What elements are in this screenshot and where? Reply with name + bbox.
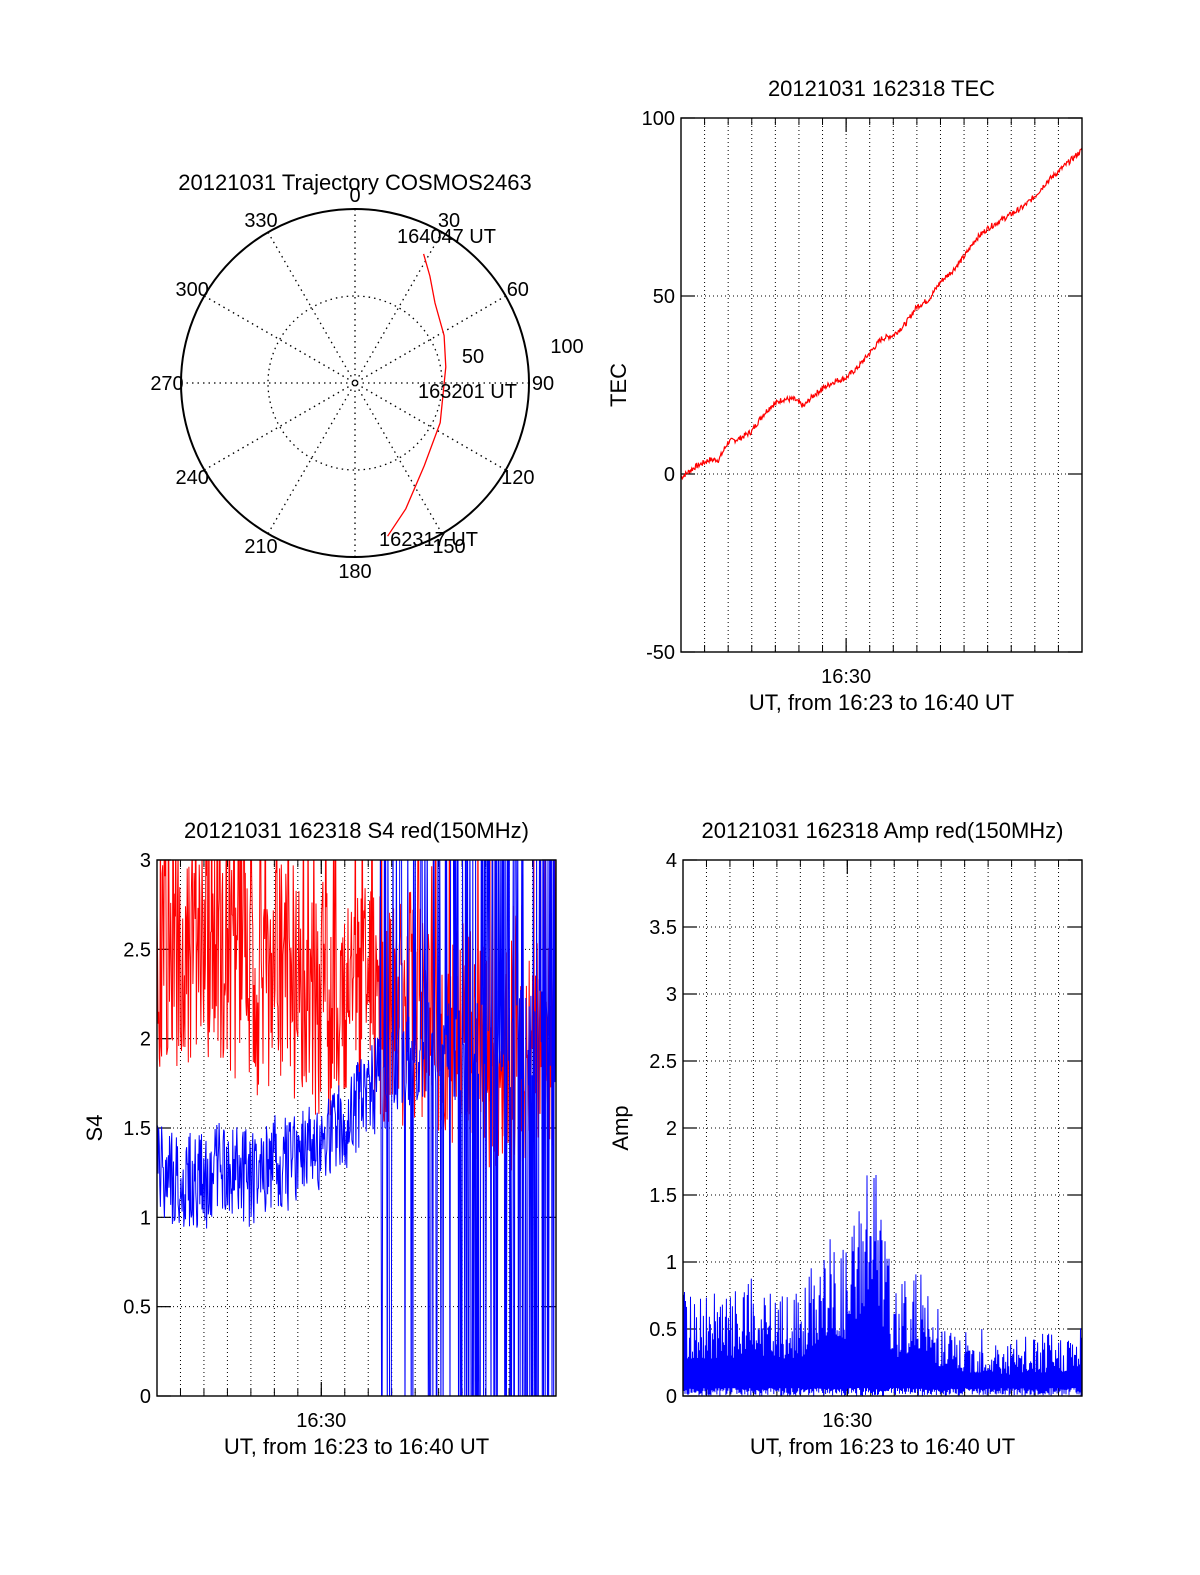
polar-radius-label: 50 <box>462 346 484 368</box>
y-tick-label: 1 <box>666 1252 677 1274</box>
polar-angle-label: 270 <box>150 373 183 395</box>
polar-title: 20121031 Trajectory COSMOS2463 <box>178 170 531 195</box>
y-axis-label: S4 <box>82 1115 107 1142</box>
amp-plot: 20121031 162318 Amp red(150MHz) 0 0.5 1 1.5 2… <box>608 818 1083 1459</box>
y-tick-label: 1 <box>140 1207 151 1229</box>
plot-frame <box>680 117 1083 653</box>
polar-spoke <box>267 231 443 535</box>
y-tick-label: 3.5 <box>649 917 677 939</box>
polar-angle-label: 180 <box>338 561 371 583</box>
polar-radius-labels: 50 100 <box>462 336 584 368</box>
polar-spoke <box>267 231 443 535</box>
polar-angle-labels: 0 30 60 90 120 150 180 210 240 270 300 330 <box>150 185 554 583</box>
plot-title: 20121031 162318 Amp red(150MHz) <box>701 818 1063 843</box>
y-tick-label: 100 <box>642 108 675 130</box>
y-tick-label: 0.5 <box>123 1297 151 1319</box>
amp-series-line <box>682 1174 1083 1397</box>
y-axis-label: TEC <box>606 363 631 407</box>
y-tick-label: 2.5 <box>649 1051 677 1073</box>
polar-angle-label: 120 <box>501 467 534 489</box>
s4-plot: 20121031 162318 S4 red(150MHz) 0 0.5 1 1.5 2 2… <box>82 818 557 1459</box>
polar-angle-label: 0 <box>349 185 360 207</box>
y-tick-label: 0.5 <box>649 1319 677 1341</box>
polar-grid <box>180 208 530 558</box>
x-tick-label: 16:30 <box>296 1410 346 1432</box>
polar-angle-label: 300 <box>175 279 208 301</box>
tec-series-line <box>680 147 1083 481</box>
y-tick-label: 0 <box>664 464 675 486</box>
polar-angle-label: 150 <box>432 536 465 558</box>
y-axis-label: Amp <box>608 1105 633 1150</box>
plot-frame <box>682 859 1083 1397</box>
y-tick-label: 2 <box>140 1029 151 1051</box>
polar-angle-label: 240 <box>175 467 208 489</box>
plot-title: 20121031 162318 S4 red(150MHz) <box>184 818 529 843</box>
polar-radius-label: 100 <box>550 336 583 358</box>
s4-red-series-line <box>157 860 556 1171</box>
trajectory-path <box>387 253 447 537</box>
polar-inner-ring <box>267 295 443 471</box>
y-tick-label: 0 <box>666 1386 677 1408</box>
x-tick-label: 16:30 <box>821 666 871 688</box>
x-tick-label: 16:30 <box>822 1410 872 1432</box>
y-tick-label: 3 <box>666 984 677 1006</box>
y-tick-label: 1.5 <box>123 1118 151 1140</box>
polar-angle-label: 330 <box>244 210 277 232</box>
x-axis-label: UT, from 16:23 to 16:40 UT <box>224 1434 489 1459</box>
x-axis-label: UT, from 16:23 to 16:40 UT <box>750 1434 1015 1459</box>
polar-angle-label: 210 <box>244 536 277 558</box>
polar-angle-label: 90 <box>532 373 554 395</box>
annotation-end-time: 164047 UT <box>397 226 496 248</box>
y-tick-label: 2.5 <box>123 939 151 961</box>
annotation-mid-time: 163201 UT <box>418 381 517 403</box>
y-tick-label: 1.5 <box>649 1185 677 1207</box>
y-tick-label: 3 <box>140 850 151 872</box>
polar-trajectory-plot: 20121031 Trajectory COSMOS2463 0 30 60 90 12… <box>150 170 583 583</box>
y-tick-label: 0 <box>140 1386 151 1408</box>
y-tick-label: 4 <box>666 850 677 872</box>
y-tick-label: 50 <box>653 286 675 308</box>
y-tick-label: 2 <box>666 1118 677 1140</box>
x-axis-label: UT, from 16:23 to 16:40 UT <box>749 690 1014 715</box>
y-tick-label: -50 <box>646 642 675 664</box>
polar-angle-label: 30 <box>438 210 460 232</box>
plot-title: 20121031 162318 TEC <box>768 76 995 101</box>
plot-frame <box>156 859 557 1397</box>
polar-angle-label: 60 <box>507 279 529 301</box>
annotation-start-time: 162317 UT <box>379 529 478 551</box>
s4-blue-series-line <box>157 860 556 1396</box>
